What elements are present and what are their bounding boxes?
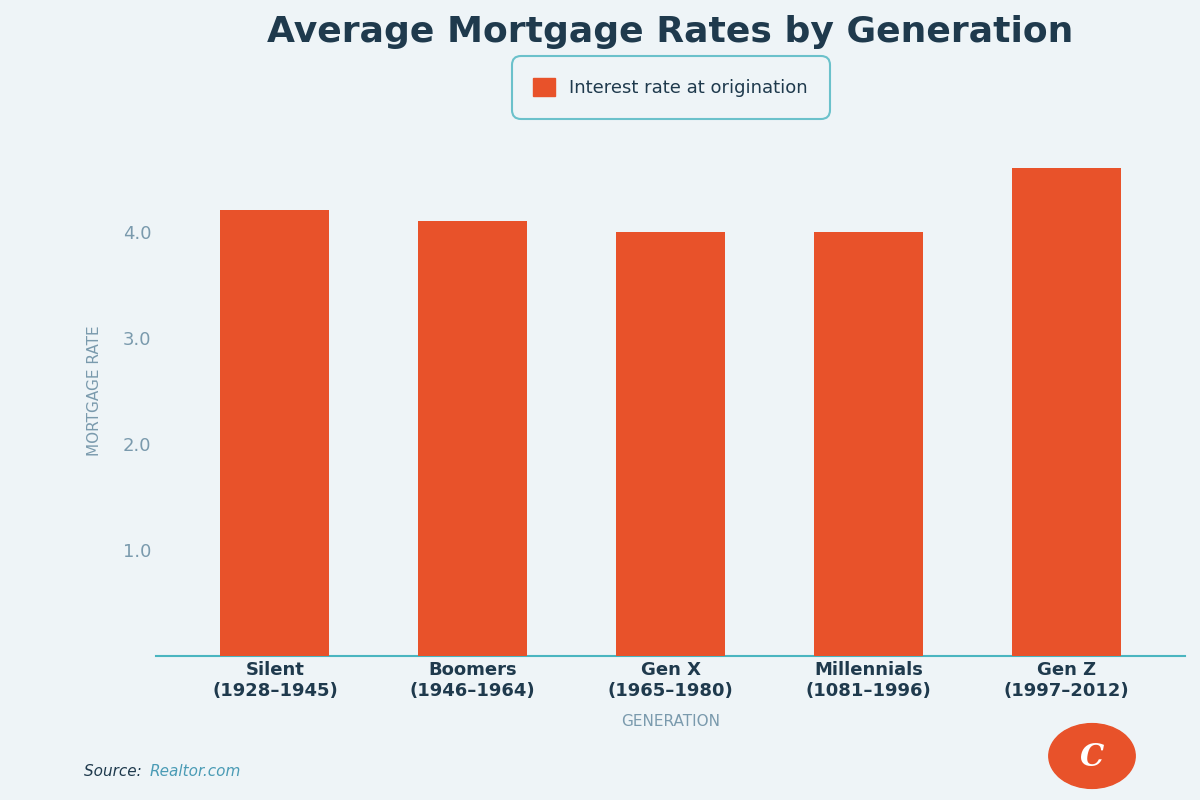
X-axis label: GENERATION: GENERATION — [622, 714, 720, 729]
Bar — [419, 221, 527, 657]
Text: Source:: Source: — [84, 764, 146, 779]
Bar — [814, 231, 923, 657]
Y-axis label: MORTGAGE RATE: MORTGAGE RATE — [86, 326, 102, 456]
Text: Realtor.com: Realtor.com — [150, 764, 241, 779]
Title: Average Mortgage Rates by Generation: Average Mortgage Rates by Generation — [268, 15, 1074, 49]
Bar — [1012, 168, 1121, 657]
Text: C: C — [1080, 742, 1104, 773]
Bar — [221, 210, 329, 657]
Circle shape — [1049, 723, 1135, 789]
Bar — [616, 231, 725, 657]
Legend: Interest rate at origination: Interest rate at origination — [521, 66, 821, 110]
